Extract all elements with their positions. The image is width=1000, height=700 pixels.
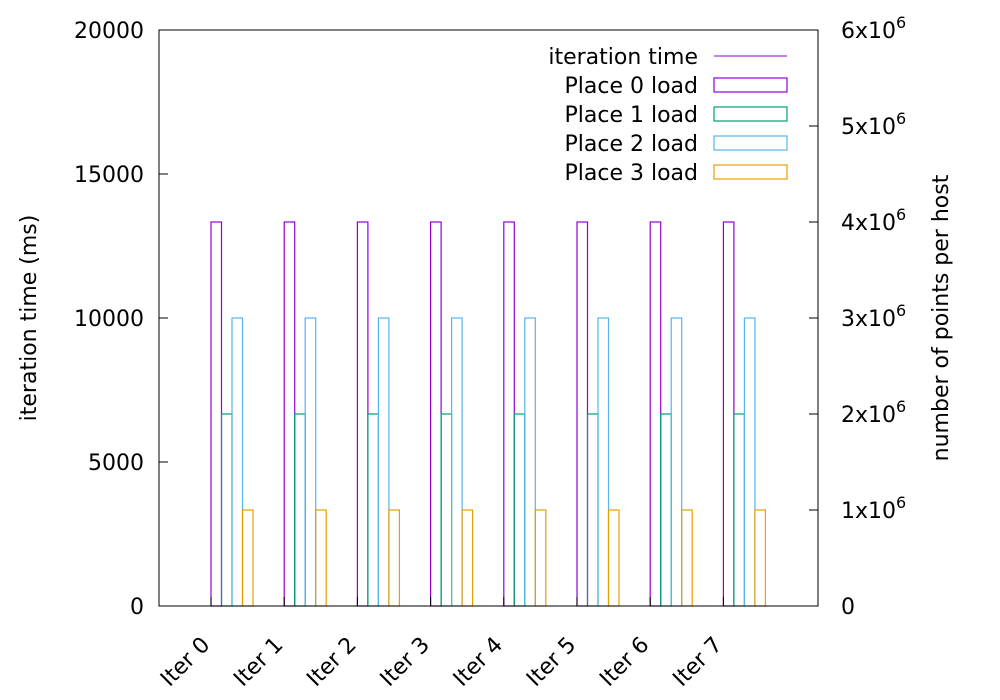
x-tick-label: Iter 0 <box>156 633 215 692</box>
right-tick-label: 6x106 <box>841 13 906 44</box>
bar-place-2-load-5 <box>597 317 610 607</box>
bar-place-2-load-6 <box>670 317 683 607</box>
ticks-layer <box>159 29 818 607</box>
bar-place-0-load-5 <box>576 221 589 607</box>
x-axis-ticks: Iter 0 Iter 1 Iter 2 Iter 3 Iter 4 Iter 5 Iter… <box>156 633 728 692</box>
y-axis-left-label: iteration time (ms) <box>17 215 42 422</box>
bar-place-1-load-4 <box>513 413 526 607</box>
right-axis-ticks: 0 1x106 2x106 3x106 4x106 5x106 6x106 <box>841 13 906 620</box>
legend-swatch-box <box>713 164 788 180</box>
legend-swatch-box <box>713 106 788 122</box>
left-tick-label: 5000 <box>88 451 144 476</box>
bar-place-3-load-2 <box>388 509 400 607</box>
right-tick-label: 1x106 <box>841 493 906 524</box>
bars-layer <box>210 221 767 607</box>
legend-label: Place 2 load <box>565 132 699 157</box>
left-tick-label: 15000 <box>74 163 144 188</box>
bar-place-0-load-6 <box>649 221 662 607</box>
x-tick-label: Iter 7 <box>668 633 727 692</box>
bar-place-0-load-0 <box>210 221 223 607</box>
bar-place-1-load-7 <box>733 413 746 607</box>
bar-place-2-load-0 <box>231 317 244 607</box>
bar-place-1-load-5 <box>586 413 599 607</box>
y-axis-right-label: number of points per host <box>929 174 954 461</box>
bar-place-0-load-1 <box>283 221 296 607</box>
x-tick-label: Iter 2 <box>302 633 361 692</box>
legend-label: Place 0 load <box>565 74 699 99</box>
bar-place-0-load-7 <box>722 221 735 607</box>
bar-place-3-load-4 <box>534 509 547 607</box>
bar-place-3-load-0 <box>241 509 254 607</box>
bar-place-3-load-1 <box>315 509 327 607</box>
bar-place-1-load-6 <box>660 413 672 607</box>
legend-swatch-box <box>713 135 788 151</box>
bar-place-0-load-4 <box>503 221 515 607</box>
bar-place-3-load-3 <box>461 509 474 607</box>
right-tick-label: 2x106 <box>841 397 906 428</box>
right-tick-label: 5x106 <box>841 109 906 140</box>
x-tick-label: Iter 4 <box>449 633 508 692</box>
bar-place-1-load-1 <box>294 413 306 607</box>
legend-swatch-box <box>713 77 788 93</box>
bar-place-2-load-1 <box>304 317 317 607</box>
bar-place-1-load-0 <box>220 413 233 607</box>
x-tick-label: Iter 3 <box>376 633 435 692</box>
bar-place-0-load-2 <box>356 221 369 607</box>
bar-place-0-load-3 <box>430 221 442 607</box>
legend-label: iteration time <box>548 45 698 70</box>
bar-place-2-load-2 <box>377 317 390 607</box>
plot-frame <box>158 29 819 607</box>
x-tick-label: Iter 1 <box>229 633 288 692</box>
left-tick-label: 20000 <box>74 19 144 44</box>
right-tick-label: 4x106 <box>841 205 906 236</box>
bar-place-2-load-3 <box>451 317 463 607</box>
right-tick-label: 0 <box>841 595 855 620</box>
bar-place-3-load-7 <box>754 509 767 607</box>
x-tick-label: Iter 6 <box>595 633 654 692</box>
bar-place-1-load-2 <box>367 413 379 607</box>
bar-place-3-load-6 <box>681 509 693 607</box>
bar-place-3-load-5 <box>607 509 620 607</box>
legend-label: Place 3 load <box>565 161 699 186</box>
right-tick-label: 3x106 <box>841 301 906 332</box>
left-axis-ticks: 0 5000 10000 15000 20000 <box>74 19 144 620</box>
bar-place-2-load-4 <box>524 317 536 607</box>
legend: iteration time Place 0 load Place 1 load Pl… <box>548 45 788 186</box>
bar-place-1-load-3 <box>440 413 453 607</box>
x-tick-label: Iter 5 <box>522 633 581 692</box>
bar-place-2-load-7 <box>743 317 756 607</box>
left-tick-label: 10000 <box>74 307 144 332</box>
left-tick-label: 0 <box>130 595 144 620</box>
legend-label: Place 1 load <box>565 103 699 128</box>
